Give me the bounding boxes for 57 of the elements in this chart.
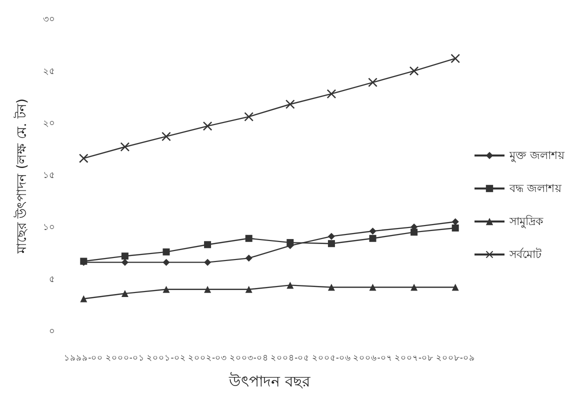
point xyxy=(328,232,335,240)
point xyxy=(286,100,295,109)
x-tick-label: ২০০৪-০৫ xyxy=(270,354,310,364)
x-tick-label: ১৯৯৯-০০ xyxy=(64,354,104,364)
x-tick-label: ২০০৭-০৮ xyxy=(394,354,434,364)
point xyxy=(369,228,376,235)
x-tick-label: ২০০২-০৩ xyxy=(188,354,228,364)
point xyxy=(204,241,212,248)
point xyxy=(326,89,336,98)
point xyxy=(410,284,418,291)
point xyxy=(452,218,459,226)
legend-label: বদ্ধ জলাশয় xyxy=(508,182,562,195)
point xyxy=(162,286,170,293)
point xyxy=(245,234,252,242)
legend-label: সামুদ্রিক xyxy=(508,215,544,228)
point xyxy=(368,78,378,87)
point xyxy=(369,284,376,291)
point xyxy=(204,286,212,293)
point xyxy=(121,258,128,266)
point xyxy=(369,234,376,242)
point xyxy=(245,254,252,262)
point xyxy=(450,54,460,63)
x-tick-label: ২০০১-০২ xyxy=(146,354,186,364)
y-tick-label: ২০ xyxy=(43,119,55,129)
point xyxy=(245,286,252,293)
point xyxy=(452,284,459,291)
y-tick-label: ০ xyxy=(49,327,55,337)
legend-label: মুক্ত জলাশয় xyxy=(508,149,565,162)
y-tick-label: ১০ xyxy=(43,223,55,233)
x-tick-label: ২০০৫-০৬ xyxy=(312,354,351,364)
point xyxy=(79,154,88,163)
point xyxy=(121,252,128,260)
y-tick-label: ২৫ xyxy=(43,67,55,77)
y-tick-label: ৫ xyxy=(49,275,55,285)
x-tick-label: ২০০৬-০৭ xyxy=(353,354,392,364)
x-tick-label: ২০০৩-০৪ xyxy=(229,354,268,364)
x-axis-title: উৎপাদন বছর xyxy=(228,372,311,390)
legend-label: সর্বমোট xyxy=(508,248,543,261)
point xyxy=(328,240,335,248)
y-tick-label: ১৫ xyxy=(43,171,55,181)
x-tick-label: ২০০৮-০৯ xyxy=(436,354,475,364)
x-tick-label: ২০০০-০১ xyxy=(105,354,144,364)
point xyxy=(452,224,459,232)
point xyxy=(121,290,128,298)
point xyxy=(80,295,88,302)
point xyxy=(204,258,212,266)
y-axis-title: মাছের উৎপাদন (লক্ষ মে. টন) xyxy=(14,98,30,254)
point xyxy=(410,228,418,236)
point xyxy=(286,282,294,289)
y-tick-label: ৩০ xyxy=(43,15,55,25)
point xyxy=(120,142,130,152)
point xyxy=(162,258,170,266)
point xyxy=(162,248,170,256)
point xyxy=(203,122,212,131)
point xyxy=(162,132,171,141)
point xyxy=(244,112,254,122)
point xyxy=(328,284,335,291)
